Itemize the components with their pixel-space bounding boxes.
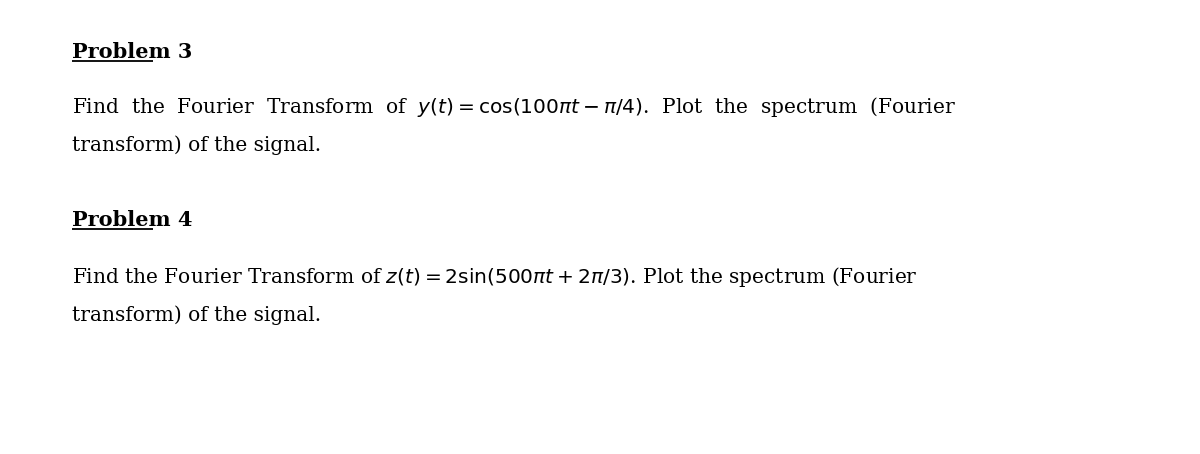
Text: transform) of the signal.: transform) of the signal. [72,135,322,155]
Text: Find the Fourier Transform of $z(t) = 2\sin(500\pi t + 2\pi/3)$. Plot the spectr: Find the Fourier Transform of $z(t) = 2\… [72,265,918,289]
Text: Problem 3: Problem 3 [72,42,192,62]
Text: Problem 4: Problem 4 [72,210,192,230]
Text: transform) of the signal.: transform) of the signal. [72,305,322,325]
Text: Find  the  Fourier  Transform  of  $y(t) = \cos(100\pi t - \pi/4)$.  Plot  the  : Find the Fourier Transform of $y(t) = \c… [72,95,956,119]
